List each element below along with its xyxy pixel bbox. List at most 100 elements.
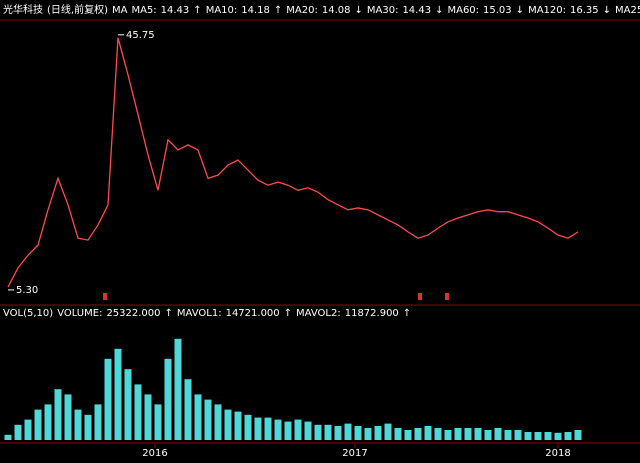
volume-bar	[494, 428, 502, 440]
signal-marker	[103, 293, 107, 300]
stock-title: 光华科技	[3, 3, 43, 16]
volume-bar	[154, 404, 162, 440]
volume-bar	[444, 430, 452, 440]
indicator-trend: ↓	[354, 5, 362, 16]
annotation-label: 5.30	[16, 285, 38, 296]
volume-bar	[524, 432, 532, 440]
indicator-value: 14.08	[322, 5, 351, 16]
indicator-value: 14721.000	[226, 308, 280, 319]
annotation-label: 45.75	[126, 30, 155, 41]
indicator-value: 15.03	[483, 5, 512, 16]
volume-bar	[94, 404, 102, 440]
volume-bar	[34, 409, 42, 440]
volume-bar	[194, 394, 202, 440]
volume-bar	[14, 424, 22, 440]
indicator-name: MAVOL1:	[177, 308, 222, 319]
volume-bar	[124, 369, 132, 440]
indicator-trend: ↑	[284, 308, 292, 319]
indicator-trend: ↓	[516, 5, 524, 16]
volume-bar	[144, 394, 152, 440]
volume-bar	[294, 419, 302, 440]
volume-bar	[314, 424, 322, 440]
volume-bar	[204, 399, 212, 440]
volume-bar	[134, 384, 142, 440]
indicator-group: MA	[112, 5, 128, 16]
volume-bar	[454, 428, 462, 440]
x-tick-label: 2016	[142, 448, 167, 459]
volume-bar	[4, 434, 12, 440]
volume-bar	[504, 430, 512, 440]
volume-bar	[404, 430, 412, 440]
indicator-name: MA30:	[367, 5, 399, 16]
price-line	[7, 37, 579, 288]
signal-markers	[103, 293, 449, 300]
volume-bar	[214, 404, 222, 440]
volume-bar	[554, 432, 562, 440]
indicator-value: 14.43	[161, 5, 190, 16]
indicator-value: 25322.000	[106, 308, 160, 319]
volume-bar	[174, 338, 182, 440]
volume-bar	[324, 424, 332, 440]
indicator-trend: ↓	[435, 5, 443, 16]
volume-bar	[354, 426, 362, 440]
indicator-name: MA120:	[528, 5, 566, 16]
volume-bar	[414, 428, 422, 440]
indicator-value: 14.43	[402, 5, 431, 16]
volume-bar	[74, 409, 82, 440]
volume-bar	[244, 414, 252, 440]
volume-bar	[434, 428, 442, 440]
volume-bar	[284, 421, 292, 440]
volume-bar	[384, 423, 392, 440]
signal-marker	[445, 293, 449, 300]
volume-bar	[544, 432, 552, 440]
volume-bar	[424, 426, 432, 440]
volume-bar	[264, 417, 272, 440]
indicator-name: MA250:	[615, 5, 640, 16]
indicator-name: MA10:	[206, 5, 238, 16]
volume-bar	[104, 358, 112, 440]
volume-bar	[474, 428, 482, 440]
volume-bar	[64, 394, 72, 440]
indicator-name: MA60:	[447, 5, 479, 16]
volume-bar	[274, 419, 282, 440]
volume-bar	[184, 379, 192, 440]
volume-bar	[364, 428, 372, 440]
x-tick-label: 2018	[545, 448, 570, 459]
indicator-trend: ↑	[193, 5, 201, 16]
volume-bar	[534, 432, 542, 440]
indicator-name: VOLUME:	[57, 308, 102, 319]
volume-bar	[24, 419, 32, 440]
indicator-trend: ↑	[274, 5, 282, 16]
x-tick-label: 2017	[342, 448, 367, 459]
volume-bar	[304, 421, 312, 440]
volume-bar	[334, 426, 342, 440]
indicator-trend: ↑	[165, 308, 173, 319]
indicator-name: MA20:	[286, 5, 318, 16]
volume-bar	[564, 432, 572, 440]
signal-marker	[418, 293, 422, 300]
indicator-name: MA5:	[131, 5, 156, 16]
indicator-value: 14.18	[241, 5, 270, 16]
indicator-trend: ↓	[603, 5, 611, 16]
volume-bar	[234, 411, 242, 440]
volume-bar	[394, 428, 402, 440]
volume-bar	[84, 414, 92, 440]
volume-bar	[484, 430, 492, 440]
indicator-value: 16.35	[570, 5, 599, 16]
volume-bar	[254, 417, 262, 440]
volume-bar	[44, 404, 52, 440]
volume-bar	[114, 348, 122, 440]
volume-bar	[514, 430, 522, 440]
indicator-trend: ↑	[403, 308, 411, 319]
indicator-value: 11872.900	[345, 308, 399, 319]
indicator-group: VOL(5,10)	[3, 308, 53, 319]
volume-bar	[374, 426, 382, 440]
volume-bar	[164, 358, 172, 440]
indicator-name: MAVOL2:	[296, 308, 341, 319]
volume-bar	[224, 409, 232, 440]
volume-bar	[464, 428, 472, 440]
volume-bar	[344, 423, 352, 440]
volume-bar	[574, 430, 582, 440]
